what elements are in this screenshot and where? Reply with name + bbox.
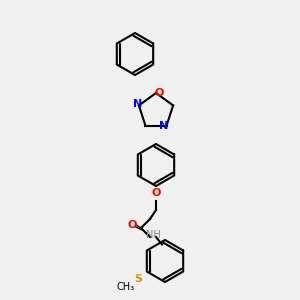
- Text: O: O: [127, 220, 137, 230]
- Text: O: O: [151, 188, 161, 199]
- Text: CH₃: CH₃: [117, 281, 135, 292]
- Text: S: S: [134, 274, 142, 284]
- Text: O: O: [154, 88, 164, 98]
- Text: NH: NH: [146, 230, 160, 241]
- Text: N: N: [159, 121, 168, 130]
- Text: N: N: [133, 99, 142, 109]
